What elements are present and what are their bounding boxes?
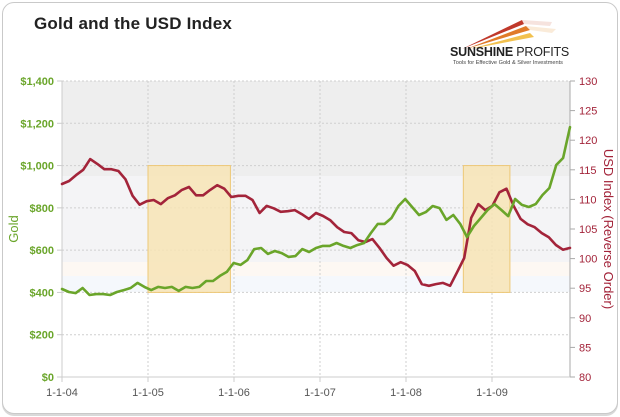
x-tick-label: 1-1-07	[304, 387, 336, 399]
gold-line	[60, 125, 572, 297]
y2-tick-label: 105	[579, 224, 597, 236]
y-tick-label: $200	[30, 330, 54, 342]
axis-labels: $0 $200 $400 $600 $800 $1,000 $1,200 $1,400 80 85…	[6, 76, 616, 399]
x-tick-label: 1-1-06	[218, 387, 250, 399]
y2-tick-label: 85	[579, 342, 591, 354]
y-tick-label: $1,200	[20, 118, 54, 130]
y2-tick-label: 110	[579, 194, 597, 206]
x-tick-label: 1-1-08	[390, 387, 422, 399]
y2-tick-label: 130	[579, 76, 597, 88]
y-tick-label: $0	[42, 372, 54, 384]
y2-tick-label: 120	[579, 135, 597, 147]
y2-tick-label: 80	[579, 372, 591, 384]
usd-index-line	[60, 157, 572, 288]
series-lines	[60, 125, 572, 297]
logo-tagline: Tools for Effective Gold & Silver Invest…	[453, 60, 563, 66]
y2-tick-label: 95	[579, 283, 591, 295]
x-tick-label: 1-1-09	[476, 387, 508, 399]
y2-tick-label: 125	[579, 106, 597, 118]
y-tick-label: $600	[30, 245, 54, 257]
x-tick-label: 1-1-04	[46, 387, 78, 399]
y2-tick-label: 100	[579, 254, 597, 266]
chart-title: Gold and the USD Index	[34, 14, 233, 33]
y-tick-label: $400	[30, 287, 54, 299]
y2-tick-label: 115	[579, 165, 597, 177]
y2-axis-title: USD Index (Reverse Order)	[601, 149, 616, 309]
y-axis-title: Gold	[6, 215, 21, 242]
y-tick-label: $1,000	[20, 161, 54, 173]
sunshine-profits-logo-icon	[462, 20, 556, 49]
x-tick-label: 1-1-05	[132, 387, 164, 399]
band-top	[62, 81, 570, 176]
y-tick-label: $800	[30, 203, 54, 215]
logo-name: SUNSHINE PROFITS	[450, 45, 570, 59]
y2-tick-label: 90	[579, 313, 591, 325]
y-tick-label: $1,400	[20, 76, 54, 88]
